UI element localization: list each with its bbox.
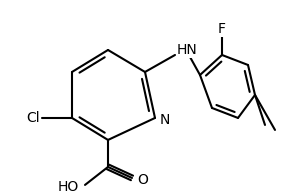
Text: N: N bbox=[160, 113, 171, 127]
Text: HO: HO bbox=[58, 180, 79, 194]
Text: HN: HN bbox=[177, 43, 198, 57]
Text: F: F bbox=[218, 22, 226, 36]
Text: Cl: Cl bbox=[26, 111, 40, 125]
Text: O: O bbox=[137, 173, 148, 187]
